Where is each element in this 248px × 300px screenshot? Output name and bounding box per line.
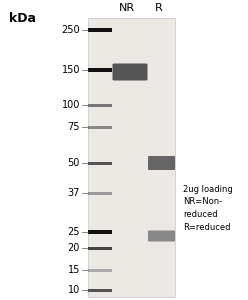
Text: NR: NR: [119, 3, 135, 13]
Text: 10: 10: [68, 285, 80, 295]
Bar: [88, 191, 112, 194]
Text: 37: 37: [68, 188, 80, 198]
Bar: [88, 161, 112, 164]
Text: 75: 75: [67, 122, 80, 132]
Bar: [88, 289, 112, 292]
Text: 100: 100: [62, 100, 80, 110]
Text: 150: 150: [62, 65, 80, 75]
Bar: [88, 125, 112, 128]
FancyBboxPatch shape: [148, 230, 175, 242]
Bar: [88, 18, 175, 297]
Text: 20: 20: [68, 243, 80, 253]
Text: R: R: [155, 3, 163, 13]
Text: 50: 50: [68, 158, 80, 168]
Bar: [88, 247, 112, 250]
Text: 25: 25: [67, 227, 80, 237]
Text: 250: 250: [61, 25, 80, 35]
Bar: [88, 28, 112, 32]
FancyBboxPatch shape: [113, 64, 148, 80]
Text: kDa: kDa: [8, 12, 35, 25]
Bar: [88, 230, 112, 234]
Bar: [88, 103, 112, 106]
FancyBboxPatch shape: [148, 156, 175, 170]
Bar: [88, 68, 112, 72]
Text: 15: 15: [68, 265, 80, 275]
Text: 2ug loading
NR=Non-
reduced
R=reduced: 2ug loading NR=Non- reduced R=reduced: [183, 185, 233, 232]
Bar: [88, 268, 112, 272]
